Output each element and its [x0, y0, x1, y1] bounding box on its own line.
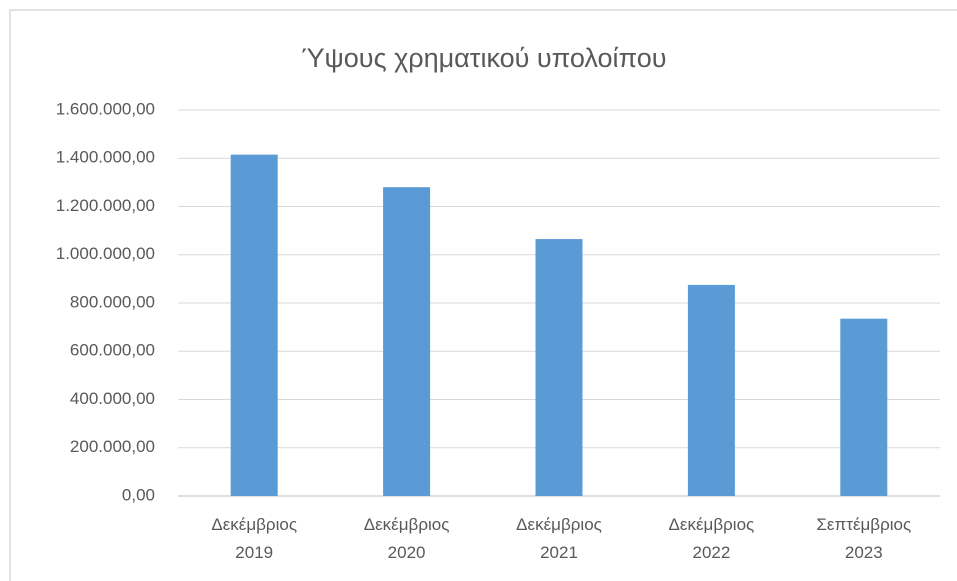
y-tick-label: 1.200.000,00 — [56, 196, 155, 215]
y-tick-label: 800.000,00 — [70, 292, 155, 311]
y-tick-label: 1.600.000,00 — [56, 99, 155, 118]
y-tick-label: 1.000.000,00 — [56, 244, 155, 263]
x-tick-label-line: Δεκέμβριος — [669, 515, 755, 534]
y-tick-label: 400.000,00 — [70, 389, 155, 408]
x-tick-label: Δεκέμβριος 2022 — [669, 515, 755, 562]
y-tick-label: 1.400.000,00 — [56, 148, 155, 167]
bar — [383, 187, 430, 496]
bar — [536, 239, 583, 496]
x-tick-label: Σεπτέμβριος 2023 — [816, 515, 911, 562]
bar — [840, 319, 887, 496]
bar — [688, 285, 735, 496]
y-tick-label: 200.000,00 — [70, 437, 155, 456]
x-tick-label-line: Δεκέμβριος — [516, 515, 602, 534]
x-tick-label: Δεκέμβριος 2021 — [516, 515, 602, 562]
chart: Ύψους χρηματικού υπολοίπου 0,00 200.000,0… — [0, 0, 957, 581]
x-tick-label: Δεκέμβριος 2019 — [211, 515, 297, 562]
x-tick-label-line: 2022 — [692, 543, 730, 562]
y-tick-label: 600.000,00 — [70, 341, 155, 360]
chart-title: Ύψους χρηματικού υπολοίπου — [301, 43, 666, 73]
x-tick-label-line: Δεκέμβριος — [364, 515, 450, 534]
y-tick-label: 0,00 — [122, 485, 155, 504]
x-tick-label-line: Δεκέμβριος — [211, 515, 297, 534]
x-tick-label: Δεκέμβριος 2020 — [364, 515, 450, 562]
x-tick-label-line: 2019 — [235, 543, 273, 562]
bar — [231, 155, 278, 496]
x-tick-label-line: Σεπτέμβριος — [816, 515, 911, 534]
x-tick-label-line: 2021 — [540, 543, 578, 562]
x-tick-label-line: 2020 — [388, 543, 426, 562]
x-tick-label-line: 2023 — [845, 543, 883, 562]
